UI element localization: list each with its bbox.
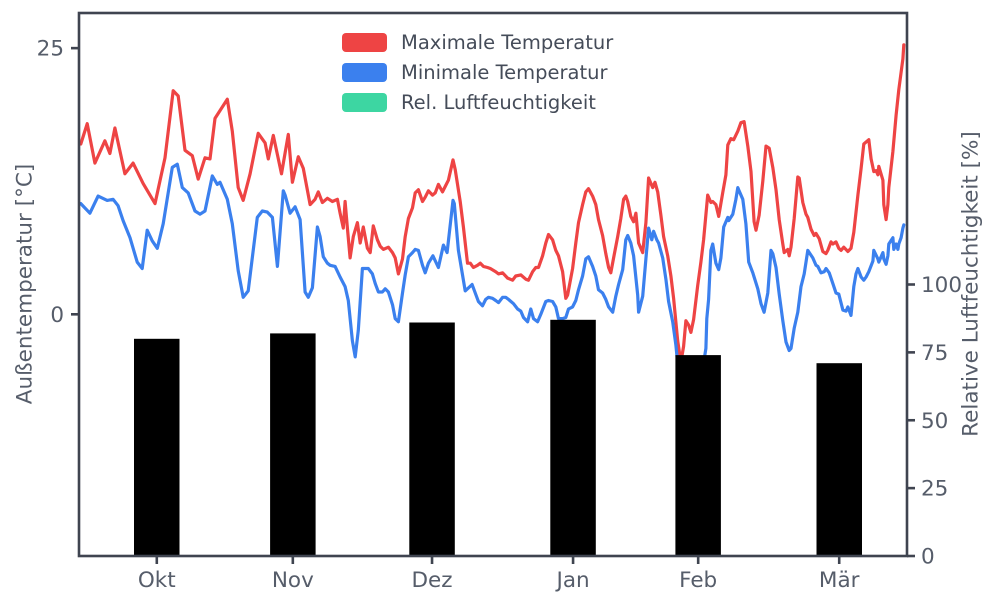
x-tick-label-Mär: Mär (819, 568, 860, 593)
legend-item-min-temp: Minimale Temperatur (342, 63, 613, 82)
legend-item-humidity: Rel. Luftfeuchtigkeit (342, 93, 613, 112)
humidity-bar-Feb (675, 355, 721, 556)
x-tick-label-Dez: Dez (411, 568, 452, 593)
right-tick-label: 0 (921, 545, 935, 570)
right-axis-title: Relative Luftfeuchtigkeit [%] (958, 131, 984, 437)
legend-swatch-humidity-icon (342, 93, 387, 112)
legend-label-humidity: Rel. Luftfeuchtigkeit (401, 91, 596, 114)
humidity-bar-Jan (550, 319, 596, 556)
humidity-bar-Dez (409, 322, 455, 556)
right-tick-label: 50 (921, 409, 948, 434)
left-tick-label: 25 (37, 37, 64, 62)
left-tick-label: 0 (50, 303, 64, 328)
legend-swatch-max-temp-icon (342, 33, 387, 52)
min-temp-line (79, 162, 906, 418)
legend: Maximale Temperatur Minimale Temperatur … (342, 33, 613, 112)
x-tick-label-Nov: Nov (272, 568, 314, 593)
legend-swatch-min-temp-icon (342, 63, 387, 82)
max-temp-line (79, 43, 906, 364)
x-tick-label-Feb: Feb (679, 568, 717, 593)
legend-label-max-temp: Maximale Temperatur (401, 31, 614, 54)
right-tick-label: 25 (921, 477, 948, 502)
right-tick-label: 75 (921, 341, 948, 366)
left-axis-title: Außentemperatur [°C] (12, 163, 38, 405)
legend-item-max-temp: Maximale Temperatur (342, 33, 613, 52)
right-tick-label: 100 (921, 273, 962, 298)
humidity-bar-Okt (134, 338, 180, 556)
x-tick-label-Okt: Okt (138, 568, 176, 593)
legend-label-min-temp: Minimale Temperatur (401, 61, 608, 84)
humidity-bar-Nov (270, 333, 316, 556)
x-tick-label-Jan: Jan (554, 568, 589, 593)
humidity-bar-Mär (816, 363, 862, 556)
